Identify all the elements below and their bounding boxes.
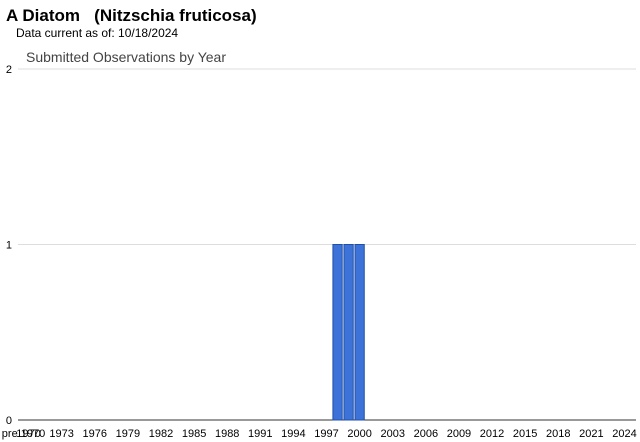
x-tick-label: 1985 [182, 428, 206, 440]
x-tick-label: 2015 [513, 428, 537, 440]
y-tick-label: 0 [6, 415, 12, 427]
x-tick-label: 2000 [347, 428, 371, 440]
page-title: A Diatom (Nitzschia fruticosa) [6, 6, 257, 25]
x-tick-label: 2009 [447, 428, 471, 440]
bar [354, 244, 365, 421]
x-tick-label: 1970 [16, 428, 40, 440]
x-tick-label: 1982 [149, 428, 173, 440]
x-tick-label: 1973 [49, 428, 73, 440]
x-tick-label: 1991 [248, 428, 272, 440]
x-tick-label: 1994 [281, 428, 305, 440]
bar [332, 244, 343, 421]
chart-title: Submitted Observations by Year [26, 49, 226, 65]
x-tick-label: 1979 [116, 428, 140, 440]
x-tick-label: 2012 [480, 428, 504, 440]
x-tick-label: 2024 [612, 428, 636, 440]
y-tick-label: 1 [6, 240, 12, 252]
x-tick-label: 2018 [546, 428, 570, 440]
bar [343, 244, 354, 421]
x-tick-label: 2006 [414, 428, 438, 440]
page-subtitle: Data current as of: 10/18/2024 [16, 26, 178, 40]
x-tick-label: pre 1970 [2, 428, 45, 440]
y-tick-label: 2 [6, 64, 12, 76]
x-tick-label: 1997 [314, 428, 338, 440]
x-tick-label: 1976 [83, 428, 107, 440]
x-tick-label: 2003 [380, 428, 404, 440]
x-tick-label: 2021 [579, 428, 603, 440]
x-tick-label: 1988 [215, 428, 239, 440]
